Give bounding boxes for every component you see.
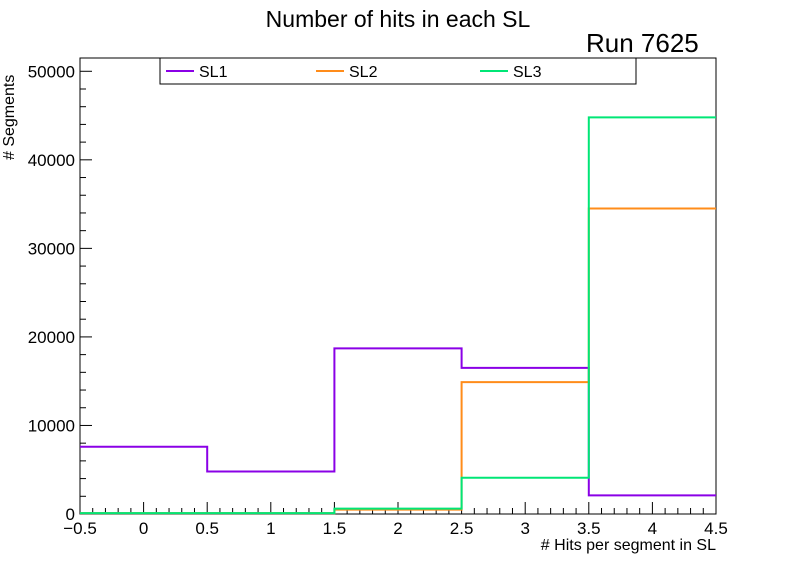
- series-line-sl3: [80, 116, 716, 515]
- run-label: Run 7625: [586, 28, 699, 58]
- y-tick-label: 0: [66, 505, 75, 524]
- legend: SL1 SL2 SL3: [159, 57, 637, 85]
- plot-frame: [79, 57, 717, 515]
- chart-title: Number of hits in each SL: [265, 6, 531, 32]
- x-axis-label: # Hits per segment in SL: [540, 537, 716, 554]
- series-layer: [80, 116, 716, 515]
- x-tick-label: 1: [266, 519, 275, 538]
- x-tick-label: 3: [520, 519, 529, 538]
- legend-label-sl2: SL2: [349, 64, 378, 81]
- series-line-sl1: [80, 347, 716, 497]
- y-tick-label: 40000: [28, 151, 75, 170]
- x-tick-label: 4.5: [704, 519, 728, 538]
- y-tick-label: 50000: [28, 62, 75, 81]
- y-tick-label: 20000: [28, 328, 75, 347]
- series-line-sl2: [80, 207, 716, 515]
- x-tick-label: 2.5: [450, 519, 474, 538]
- x-tick-label: 1.5: [323, 519, 347, 538]
- x-tick-label: 2: [393, 519, 402, 538]
- legend-box: [159, 57, 637, 85]
- x-tick-label: 0.5: [195, 519, 219, 538]
- x-tick-label: 3.5: [577, 519, 601, 538]
- legend-label-sl1: SL1: [199, 64, 228, 81]
- y-tick-label: 30000: [28, 239, 75, 258]
- x-tick-label: −0.5: [63, 519, 97, 538]
- y-axis-label: # Segments: [1, 74, 18, 160]
- legend-label-sl3: SL3: [513, 64, 542, 81]
- x-tick-label: 4: [648, 519, 657, 538]
- x-tick-label: 0: [139, 519, 148, 538]
- y-tick-label: 10000: [28, 416, 75, 435]
